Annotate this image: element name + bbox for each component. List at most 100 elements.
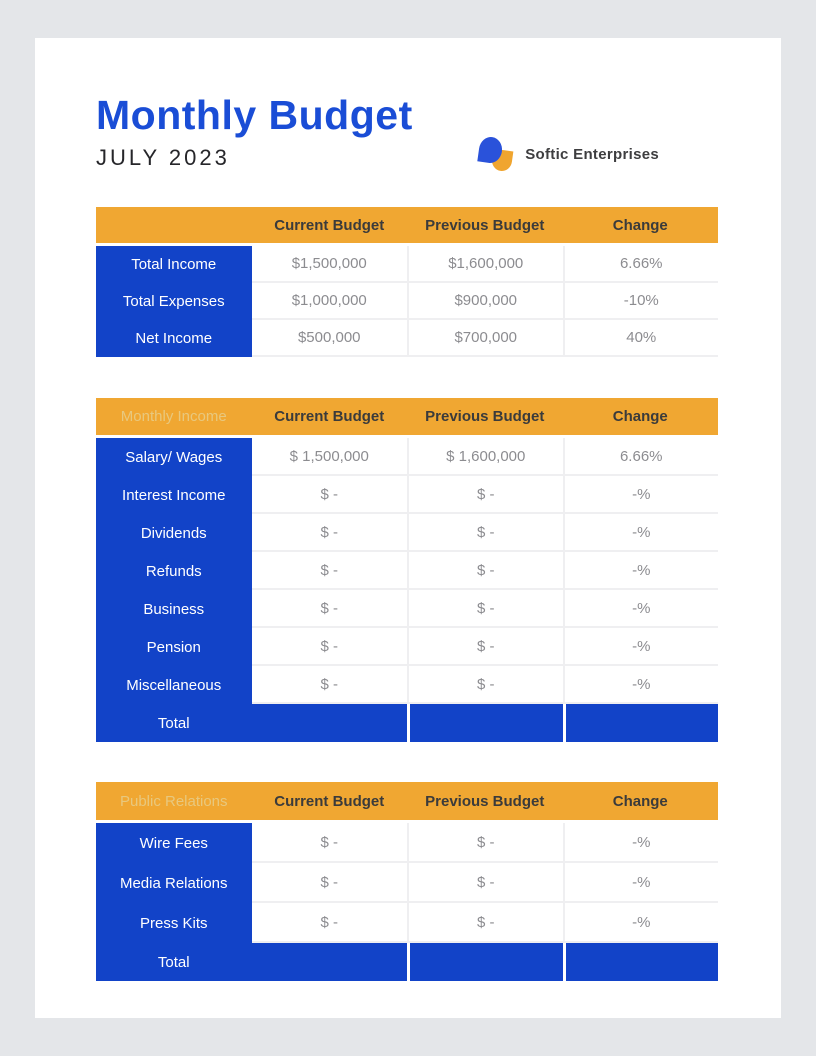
two-leaf-logo-icon [477,135,516,173]
column-header-previous: Previous Budget [425,408,545,426]
total-label-cell: Total [96,943,252,982]
column-header-current: Current Budget [274,792,385,810]
row-label-cell: Media Relations [96,863,252,904]
previous-budget-cell: $ - [407,514,563,553]
previous-budget-cell: $1,600,000 [407,246,563,284]
previous-budget-cell: $ 1,600,000 [407,438,563,477]
change-cell: -% [562,476,718,515]
current-budget-cell: $ - [251,590,407,629]
column-header-previous: Previous Budget [425,216,545,234]
current-budget-cell: $ - [251,863,407,904]
row-label-cell: Pension [96,628,252,667]
column-header-change: Change [612,792,668,810]
previous-budget-cell: $ - [407,863,563,904]
previous-budget-cell: $ - [407,590,563,629]
change-cell: -% [562,552,718,591]
change-cell: -% [562,863,718,904]
section-label-cell: Public Relations [119,792,228,810]
change-cell: -% [562,666,718,705]
column-header-previous: Previous Budget [425,792,545,810]
table-row: Business $ - $ - -% [96,590,718,629]
change-cell: -% [562,903,718,944]
public-relations-table-header: Public Relations Current Budget Previous… [96,782,718,821]
total-label-cell: Total [96,704,252,743]
column-header-change: Change [612,408,668,426]
change-cell: -% [562,823,718,864]
current-budget-cell: $ - [251,666,407,705]
table-row: Salary/ Wages $ 1,500,000 $ 1,600,000 6.… [96,438,718,477]
total-row: Total [96,704,718,743]
change-cell: 6.66% [562,438,718,477]
change-cell: -% [562,514,718,553]
table-row: Total Expenses $1,000,000 $900,000 -10% [96,283,718,321]
row-label-cell: Miscellaneous [96,666,252,705]
monthly-income-table: Monthly Income Current Budget Previous B… [96,398,718,743]
row-label-cell: Press Kits [96,903,252,944]
current-budget-cell: $ - [251,514,407,553]
row-label-cell: Interest Income [96,476,252,515]
section-label-cell: Monthly Income [120,408,227,426]
row-label-cell: Wire Fees [96,823,252,864]
total-previous-cell [407,704,563,743]
column-header-current: Current Budget [274,216,385,234]
change-cell: -% [562,590,718,629]
table-row: Total Income $1,500,000 $1,600,000 6.66% [96,246,718,284]
current-budget-cell: $ - [251,476,407,515]
current-budget-cell: $ - [251,552,407,591]
brand-name: Softic Enterprises [525,145,659,163]
row-label-cell: Total Income [96,246,252,284]
column-header-current: Current Budget [274,408,385,426]
table-row: Dividends $ - $ - -% [96,514,718,553]
total-previous-cell [407,943,563,982]
page-title: Monthly Budget [96,92,413,138]
table-row: Interest Income $ - $ - -% [96,476,718,515]
current-budget-cell: $ 1,500,000 [251,438,407,477]
table-row: Miscellaneous $ - $ - -% [96,666,718,705]
row-label-cell: Refunds [96,552,252,591]
current-budget-cell: $1,000,000 [251,283,407,321]
current-budget-cell: $ - [251,628,407,667]
total-row: Total [96,943,718,982]
total-current-cell [251,943,407,982]
summary-table-header: Current Budget Previous Budget Change [96,207,718,244]
change-cell: -10% [562,283,718,321]
summary-table: Current Budget Previous Budget Change To… [96,207,718,358]
document-page: Monthly Budget JULY 2023 Softic Enterpri… [35,38,781,1018]
monthly-income-table-header: Monthly Income Current Budget Previous B… [96,398,718,436]
previous-budget-cell: $900,000 [407,283,563,321]
table-row: Refunds $ - $ - -% [96,552,718,591]
previous-budget-cell: $700,000 [407,320,563,358]
current-budget-cell: $1,500,000 [251,246,407,284]
current-budget-cell: $ - [251,823,407,864]
row-label-cell: Salary/ Wages [96,438,252,477]
change-cell: 6.66% [562,246,718,284]
page-subtitle: JULY 2023 [96,145,230,171]
current-budget-cell: $ - [251,903,407,944]
row-label-cell: Net Income [96,320,252,358]
total-change-cell [562,943,718,982]
section-label-cell [96,207,252,243]
total-change-cell [562,704,718,743]
change-cell: 40% [562,320,718,358]
previous-budget-cell: $ - [407,476,563,515]
table-row: Media Relations $ - $ - -% [96,863,718,904]
previous-budget-cell: $ - [407,903,563,944]
table-row: Press Kits $ - $ - -% [96,903,718,944]
previous-budget-cell: $ - [407,666,563,705]
previous-budget-cell: $ - [407,628,563,667]
row-label-cell: Total Expenses [96,283,252,321]
table-row: Net Income $500,000 $700,000 40% [96,320,718,358]
table-row: Pension $ - $ - -% [96,628,718,667]
previous-budget-cell: $ - [407,552,563,591]
table-row: Wire Fees $ - $ - -% [96,823,718,864]
change-cell: -% [562,628,718,667]
document-header: Monthly Budget JULY 2023 Softic Enterpri… [96,92,720,173]
column-header-change: Change [612,216,668,234]
previous-budget-cell: $ - [407,823,563,864]
brand-logo: Softic Enterprises [477,135,659,173]
public-relations-table: Public Relations Current Budget Previous… [96,782,718,982]
current-budget-cell: $500,000 [251,320,407,358]
row-label-cell: Business [96,590,252,629]
row-label-cell: Dividends [96,514,252,553]
total-current-cell [251,704,407,743]
